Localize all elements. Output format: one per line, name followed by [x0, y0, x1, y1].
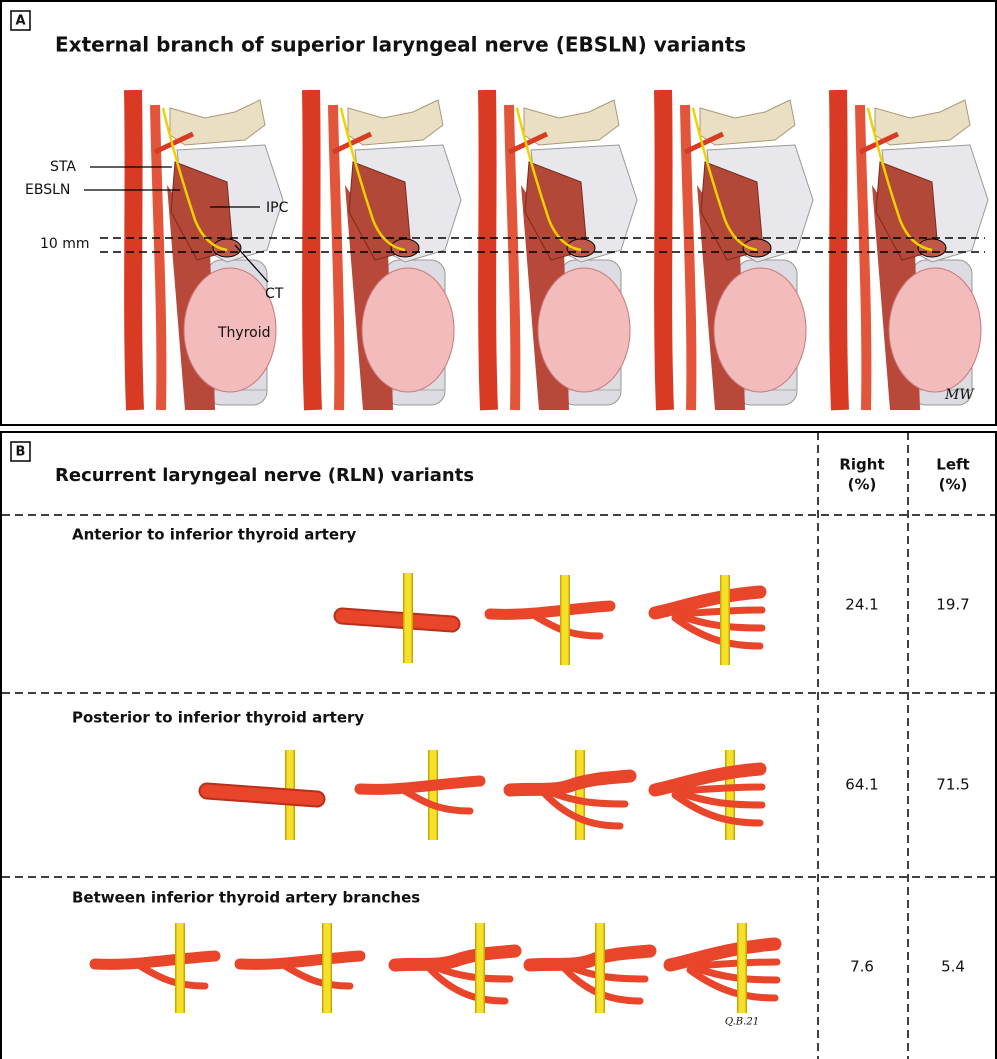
column-unit: (%): [848, 476, 877, 494]
artery: [240, 956, 360, 986]
row-label: Between inferior thyroid artery branches: [72, 889, 420, 907]
larynx-illustrations: [133, 90, 988, 410]
larynx: [487, 90, 637, 410]
larynx: [133, 90, 283, 410]
cell-value: 64.1: [845, 776, 878, 794]
artery: [510, 776, 630, 826]
cell-value: 7.6: [850, 958, 874, 976]
artery: [655, 592, 762, 646]
panel-label: B: [16, 445, 26, 460]
annotation: IPC: [266, 200, 289, 216]
cell-value: 24.1: [845, 596, 878, 614]
row-label: Anterior to inferior thyroid artery: [72, 526, 356, 544]
artery: [395, 951, 515, 1001]
signature: Q.B.21: [725, 1017, 759, 1028]
annotation: Thyroid: [217, 325, 271, 341]
column-unit: (%): [939, 476, 968, 494]
signature: MW: [944, 387, 975, 403]
cell-value: 5.4: [941, 958, 965, 976]
row-label: Posterior to inferior thyroid artery: [72, 709, 364, 727]
larynx: [311, 90, 461, 410]
variant-icons: [342, 573, 762, 665]
annotation: EBSLN: [25, 182, 70, 198]
variant-icons: [207, 750, 762, 840]
column-header: Left: [936, 456, 969, 474]
artery: [95, 956, 215, 986]
artery: [490, 606, 610, 636]
artery: [530, 951, 650, 1001]
panel-label: A: [15, 14, 25, 29]
artery: [360, 781, 480, 811]
artery: [670, 944, 777, 998]
panel-title: External branch of superior laryngeal ne…: [55, 33, 746, 57]
variant-icons: [95, 923, 777, 1013]
artery: [207, 791, 317, 799]
artery: [655, 769, 762, 823]
annotation: STA: [50, 159, 76, 175]
larynx: [838, 90, 988, 410]
cell-value: 71.5: [936, 776, 969, 794]
panel-title: Recurrent laryngeal nerve (RLN) variants: [55, 465, 474, 486]
column-header: Right: [839, 456, 884, 474]
cell-value: 19.7: [936, 596, 969, 614]
figure: A External branch of superior laryngeal …: [0, 0, 997, 1059]
artery: [342, 616, 452, 624]
annotation: 10 mm: [40, 236, 90, 252]
larynx: [663, 90, 813, 410]
annotation: CT: [265, 286, 284, 302]
